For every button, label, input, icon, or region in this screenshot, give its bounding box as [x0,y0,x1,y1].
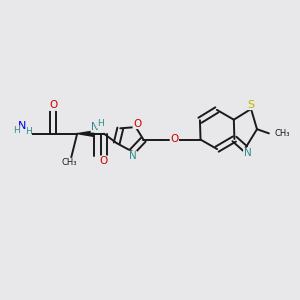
Text: H: H [25,127,32,136]
Text: CH₃: CH₃ [62,158,77,167]
Text: O: O [49,100,58,110]
Text: S: S [248,100,255,110]
Text: N: N [18,121,26,131]
Text: N: N [91,122,99,132]
Text: O: O [100,156,108,166]
Text: N: N [129,151,136,161]
Polygon shape [77,131,94,136]
Text: O: O [133,118,141,128]
Text: CH₃: CH₃ [274,130,290,139]
Text: H: H [14,126,20,135]
Text: H: H [97,119,104,128]
Text: N: N [244,148,251,158]
Text: O: O [170,134,178,144]
